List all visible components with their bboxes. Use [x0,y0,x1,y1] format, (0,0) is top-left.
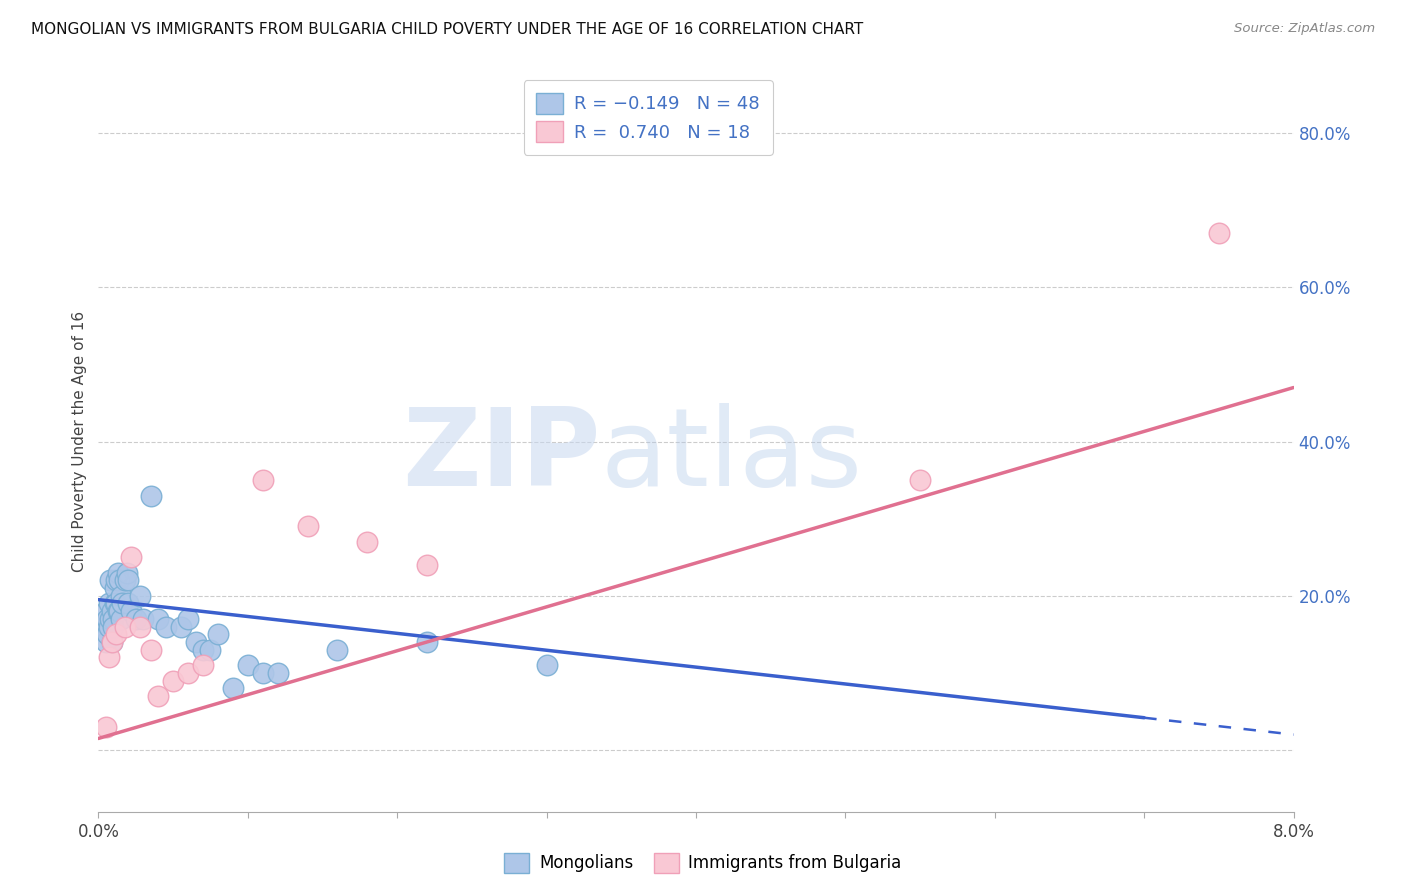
Point [297,519,319,533]
Point [356,534,378,549]
Point [97,597,120,611]
Point [129,620,152,634]
Point [114,574,136,588]
Point [105,574,128,588]
Point [267,665,290,680]
Point [191,658,214,673]
Point [108,604,131,618]
Point [101,635,124,649]
Point [115,566,138,580]
Point [416,635,439,649]
Point [110,612,132,626]
Text: Source: ZipAtlas.com: Source: ZipAtlas.com [1234,22,1375,36]
Text: 8.0%: 8.0% [1272,823,1315,841]
Point [103,620,125,634]
Text: 0.0%: 0.0% [77,823,120,841]
Point [536,658,558,673]
Point [416,558,439,572]
Point [94,635,117,649]
Point [97,650,120,665]
Point [162,673,184,688]
Point [132,612,155,626]
Point [252,473,274,487]
Point [96,612,118,626]
Point [93,620,115,634]
Text: MONGOLIAN VS IMMIGRANTS FROM BULGARIA CHILD POVERTY UNDER THE AGE OF 16 CORRELAT: MONGOLIAN VS IMMIGRANTS FROM BULGARIA CH… [31,22,863,37]
Point [200,642,222,657]
Point [222,681,245,696]
Point [207,627,229,641]
Point [1208,227,1230,241]
Point [117,574,139,588]
Point [98,574,122,588]
Text: atlas: atlas [600,403,862,509]
Point [177,665,200,680]
Point [103,612,125,626]
Legend: R = −0.149   N = 48, R =  0.740   N = 18: R = −0.149 N = 48, R = 0.740 N = 18 [524,80,772,154]
Point [169,620,191,634]
Point [148,612,170,626]
Point [326,642,349,657]
Point [94,720,117,734]
Point [111,597,134,611]
Point [96,627,118,641]
Point [101,635,124,649]
Point [104,597,127,611]
Point [105,627,128,641]
Point [139,489,162,503]
Text: ZIP: ZIP [402,403,600,509]
Point [108,574,131,588]
Point [101,604,124,618]
Point [104,581,127,595]
Legend: Mongolians, Immigrants from Bulgaria: Mongolians, Immigrants from Bulgaria [498,847,908,880]
Point [184,635,207,649]
Point [107,604,129,618]
Y-axis label: Child Poverty Under the Age of 16: Child Poverty Under the Age of 16 [72,311,87,572]
Point [125,612,148,626]
Point [114,620,136,634]
Point [94,604,117,618]
Point [97,620,120,634]
Point [177,612,200,626]
Point [120,550,142,565]
Point [236,658,259,673]
Point [98,612,122,626]
Point [110,589,132,603]
Point [155,620,177,634]
Point [191,642,214,657]
Point [107,566,129,580]
Point [120,604,142,618]
Point [139,642,162,657]
Point [148,689,170,703]
Point [117,597,139,611]
Point [908,473,931,487]
Point [105,597,128,611]
Point [252,665,274,680]
Point [129,589,152,603]
